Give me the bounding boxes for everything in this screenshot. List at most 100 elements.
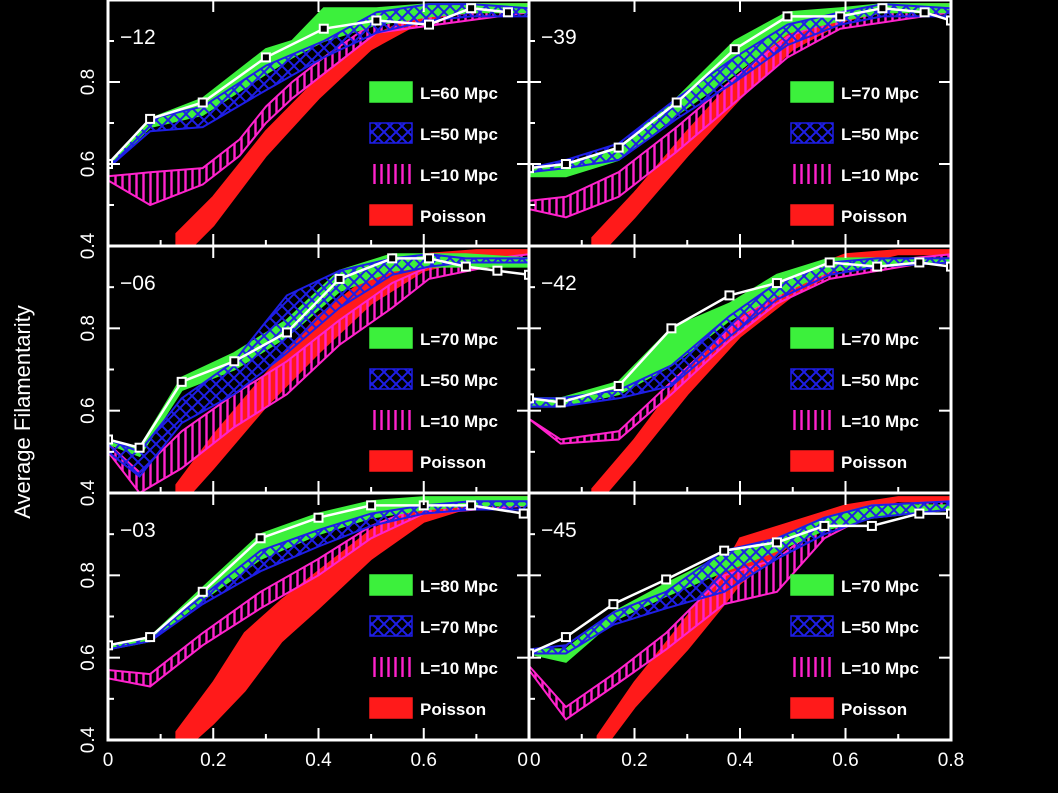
legend-label: L=70 Mpc xyxy=(420,618,498,637)
y-tick-label: 0.8 xyxy=(78,69,99,95)
panel-label: −39 xyxy=(541,26,577,49)
data-point xyxy=(313,512,324,523)
y-tick-label: 0.8 xyxy=(78,562,99,588)
data-point xyxy=(666,323,677,334)
data-point xyxy=(946,261,951,272)
legend-label: L=70 Mpc xyxy=(841,577,919,596)
legend-label: L=50 Mpc xyxy=(841,125,919,144)
data-point xyxy=(771,537,782,548)
data-point xyxy=(108,434,113,445)
legend-swatch xyxy=(790,574,834,596)
x-tick-label: 0 xyxy=(530,750,541,771)
panel-5: 0.4 0.6 0.8 0 0.2 0.4 0.6 0 −03 L=80 Mpc L=70 Mpc L… xyxy=(78,491,531,771)
data-point xyxy=(919,7,930,18)
legend-swatch xyxy=(790,697,834,719)
data-point xyxy=(466,500,477,511)
data-point xyxy=(529,393,534,404)
data-point xyxy=(424,19,435,30)
y-tick-label: 0.8 xyxy=(78,315,99,341)
x-tick-label: 0.8 xyxy=(938,750,964,771)
legend-swatch xyxy=(370,657,412,677)
data-point xyxy=(424,253,435,264)
data-point xyxy=(946,15,951,26)
panel-label: −03 xyxy=(120,519,156,542)
data-point xyxy=(729,44,740,55)
data-point xyxy=(108,640,113,651)
panel-plot-area xyxy=(529,249,951,493)
medium-scale-band xyxy=(529,257,951,408)
data-point xyxy=(555,397,566,408)
legend-label: L=50 Mpc xyxy=(841,371,919,390)
legend-label: Poisson xyxy=(420,207,486,226)
legend-swatch xyxy=(790,450,834,472)
data-point xyxy=(518,508,529,519)
x-tick-label: 0.6 xyxy=(832,750,858,771)
x-tick-label: 0 xyxy=(103,750,114,771)
data-point xyxy=(281,327,292,338)
data-point xyxy=(134,442,145,453)
data-point xyxy=(661,574,672,585)
panel-plot-area xyxy=(108,249,529,493)
data-point xyxy=(371,15,382,26)
panel-label: −45 xyxy=(541,519,577,542)
legend-swatch xyxy=(791,410,833,430)
small-scale-band xyxy=(108,500,529,688)
legend-swatch xyxy=(370,164,412,184)
legend-label: L=50 Mpc xyxy=(420,125,498,144)
panel-label: −12 xyxy=(120,26,156,49)
legend-label: L=10 Mpc xyxy=(841,659,919,678)
data-point xyxy=(560,632,571,643)
panel-4: −42 L=70 Mpc L=50 Mpc L=10 Mpc Poisson xyxy=(527,244,953,495)
legend-label: L=10 Mpc xyxy=(420,412,498,431)
x-tick-label: 0.2 xyxy=(200,750,226,771)
legend-label: L=80 Mpc xyxy=(420,577,498,596)
legend-swatch xyxy=(790,122,834,144)
legend-swatch xyxy=(369,327,413,349)
legend-swatch xyxy=(369,615,413,637)
data-point xyxy=(366,500,377,511)
legend-swatch xyxy=(790,368,834,390)
legend-label: Poisson xyxy=(841,453,907,472)
data-point xyxy=(613,380,624,391)
data-point xyxy=(145,113,156,124)
data-point xyxy=(334,273,345,284)
data-point xyxy=(872,261,883,272)
data-point xyxy=(613,142,624,153)
legend-swatch xyxy=(369,122,413,144)
y-tick-label: 0.6 xyxy=(78,151,99,177)
legend-swatch xyxy=(790,615,834,637)
legend-label: Poisson xyxy=(841,700,907,719)
legend-swatch xyxy=(791,657,833,677)
legend-label: Poisson xyxy=(841,207,907,226)
data-point xyxy=(824,257,835,268)
y-tick-label: 0.4 xyxy=(78,232,99,259)
legend-label: L=70 Mpc xyxy=(841,84,919,103)
data-point xyxy=(318,23,329,34)
data-point xyxy=(197,586,208,597)
panel-label: −06 xyxy=(120,272,156,295)
legend-label: L=70 Mpc xyxy=(841,330,919,349)
panel-1: 0.4 0.6 0.8 −12 L=60 Mpc L=50 Mpc L=10 Mpc Pois… xyxy=(78,0,531,259)
x-tick-label: 0.2 xyxy=(621,750,647,771)
x-tick-label: 0.4 xyxy=(727,750,754,771)
legend-swatch xyxy=(370,410,412,430)
data-point xyxy=(914,257,925,268)
panel-label: −42 xyxy=(541,272,577,295)
legend-swatch xyxy=(369,450,413,472)
data-point xyxy=(260,52,271,63)
data-point xyxy=(914,508,925,519)
legend-label: Poisson xyxy=(420,453,486,472)
panel-plot-area xyxy=(108,496,529,740)
small-scale-band xyxy=(108,7,529,207)
y-tick-label: 0.4 xyxy=(78,726,99,753)
data-line xyxy=(529,512,951,655)
data-point xyxy=(502,7,513,18)
y-tick-label: 0.6 xyxy=(78,644,99,670)
legend-swatch xyxy=(369,81,413,103)
legend-label: L=10 Mpc xyxy=(841,166,919,185)
y-axis-label: Average Filamentarity xyxy=(10,305,35,519)
data-point xyxy=(492,265,503,276)
data-point xyxy=(771,278,782,289)
data-point xyxy=(529,648,534,659)
data-point xyxy=(466,3,477,14)
